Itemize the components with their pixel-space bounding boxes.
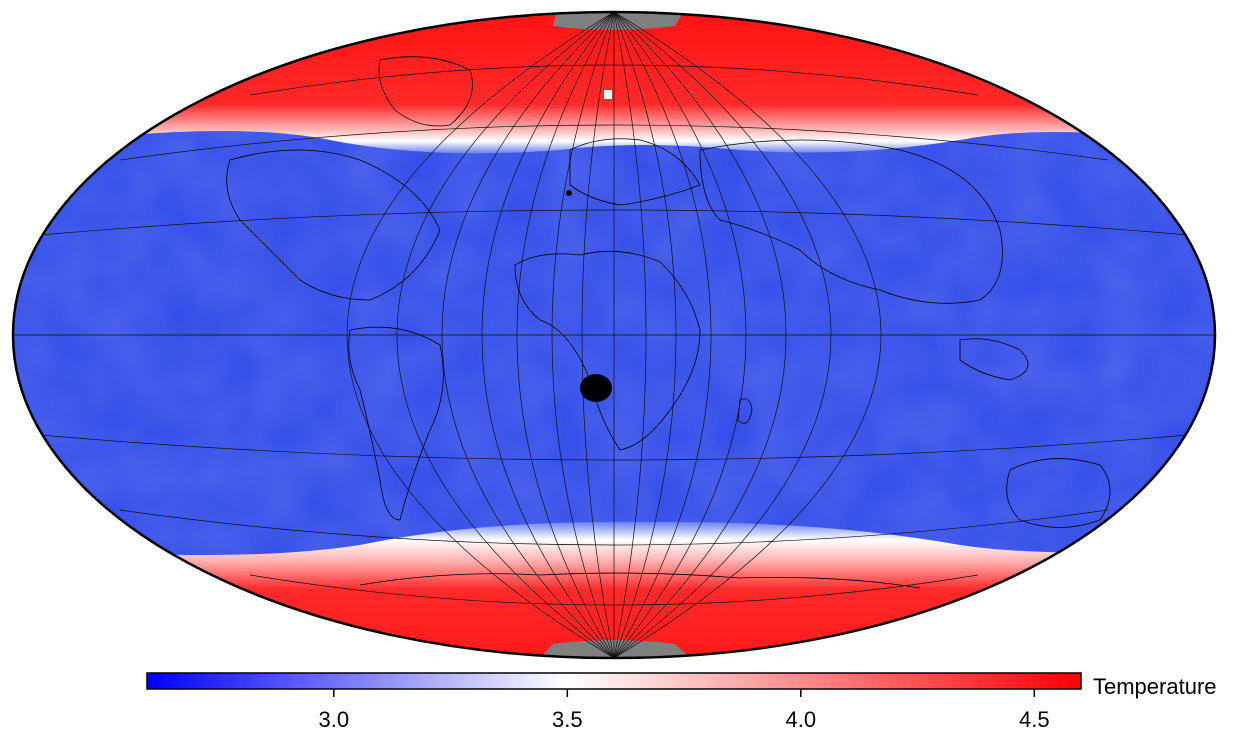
colorbar-gradient <box>146 672 1082 690</box>
coast-africa <box>514 250 701 451</box>
black-anomaly-large <box>580 374 612 402</box>
north-pole-cap <box>553 12 690 30</box>
colorbar-tick-label: 3.5 <box>552 707 583 732</box>
colorbar-tick-label: 4.0 <box>786 707 817 732</box>
south-pole-cap <box>540 640 690 658</box>
colorbar: 3.0 3.5 4.0 4.5 Temperature <box>146 672 1217 732</box>
coast-south-america <box>348 326 444 521</box>
white-anomaly <box>604 90 612 99</box>
colorbar-tick-label: 4.5 <box>1019 707 1050 732</box>
colorbar-ticks: 3.0 3.5 4.0 4.5 <box>319 689 1050 732</box>
graticule-meridians <box>346 12 882 658</box>
coast-greenland <box>378 56 473 127</box>
coast-indonesia <box>959 338 1029 381</box>
colorbar-label: Temperature <box>1093 674 1217 699</box>
black-anomaly-small <box>566 190 572 196</box>
coast-asia <box>699 139 1003 304</box>
coastlines <box>226 56 1111 589</box>
coast-australia <box>1006 458 1111 528</box>
coast-antarctica <box>359 572 921 589</box>
colorbar-tick-label: 3.0 <box>319 707 350 732</box>
map-area <box>13 12 1215 658</box>
coast-madagascar <box>737 398 753 424</box>
coast-north-america <box>226 149 441 301</box>
coast-europe <box>569 138 701 206</box>
map-outline <box>11 10 1217 660</box>
